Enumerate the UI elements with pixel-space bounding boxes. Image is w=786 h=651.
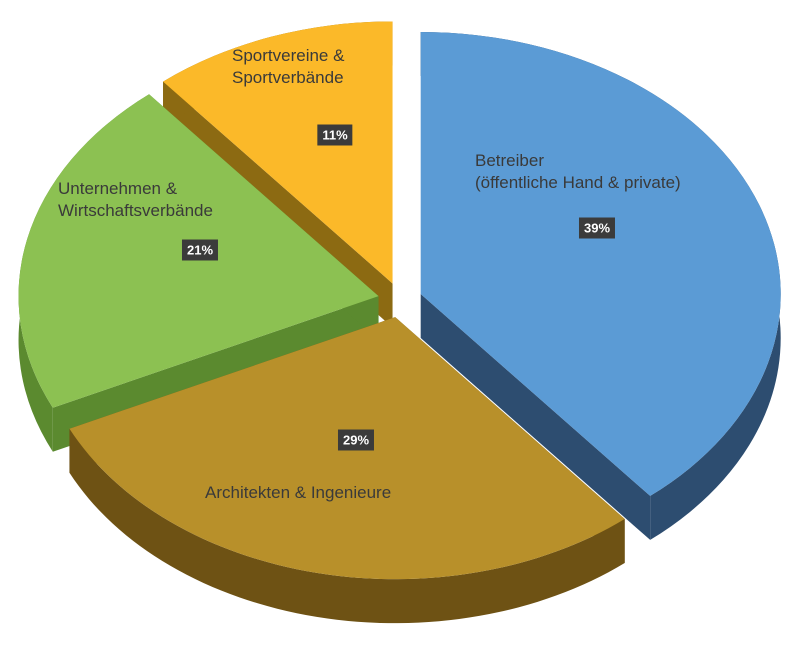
value-label: 11% xyxy=(317,124,353,146)
slice xyxy=(163,21,393,284)
slice-label: Betreiber (öffentliche Hand & private) xyxy=(475,151,681,192)
slice-wall xyxy=(69,428,625,624)
slice-label: Architekten & Ingenieure xyxy=(205,483,392,502)
value-label: 39% xyxy=(578,217,616,239)
slice-side xyxy=(420,294,651,540)
slice xyxy=(420,32,781,496)
value-label: 29% xyxy=(337,429,375,451)
slice-label: Sportvereine & Sportverbände xyxy=(232,46,345,87)
value-label: 21% xyxy=(181,239,219,261)
slice-label: Unternehmen & Wirtschaftsverbände xyxy=(58,179,213,220)
